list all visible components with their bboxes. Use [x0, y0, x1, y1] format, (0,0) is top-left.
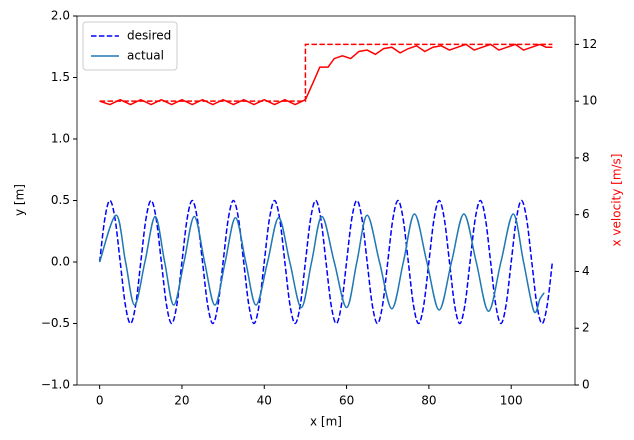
x-tick-label: 20 [174, 394, 189, 408]
y2-tick-label: 6 [582, 207, 590, 221]
series-line [99, 43, 553, 106]
series-line [98, 199, 554, 325]
x-axis-label: x [m] [310, 415, 342, 429]
y2-tick-label: 12 [582, 37, 597, 51]
y-tick-label: 0.0 [51, 255, 70, 269]
y-tick-label: −0.5 [41, 316, 70, 330]
y-tick-label: 0.5 [51, 193, 70, 207]
y2-axis-label: x velocity [m/s] [610, 154, 624, 247]
legend-label: desired [127, 29, 171, 43]
y2-tick-label: 10 [582, 94, 597, 108]
legend-box [82, 21, 178, 71]
y-tick-label: 1.0 [51, 132, 70, 146]
x-tick-label: 100 [500, 394, 523, 408]
y2-tick-label: 0 [582, 378, 590, 392]
y-tick-label: 2.0 [51, 9, 70, 23]
x-tick-label: 60 [339, 394, 354, 408]
y-axis-label: y [m] [13, 184, 27, 216]
y2-tick-label: 8 [582, 150, 590, 164]
y-tick-label: −1.0 [41, 378, 70, 392]
plot-frame [76, 15, 576, 386]
x-tick-label: 40 [257, 394, 272, 408]
y2-tick-label: 4 [582, 264, 590, 278]
y2-tick-label: 2 [582, 321, 590, 335]
series-line [98, 213, 545, 314]
legend-label: actual [127, 49, 164, 63]
y-tick-label: 1.5 [51, 70, 70, 84]
x-tick-label: 0 [96, 394, 104, 408]
series-line [99, 43, 553, 102]
x-tick-label: 80 [421, 394, 436, 408]
